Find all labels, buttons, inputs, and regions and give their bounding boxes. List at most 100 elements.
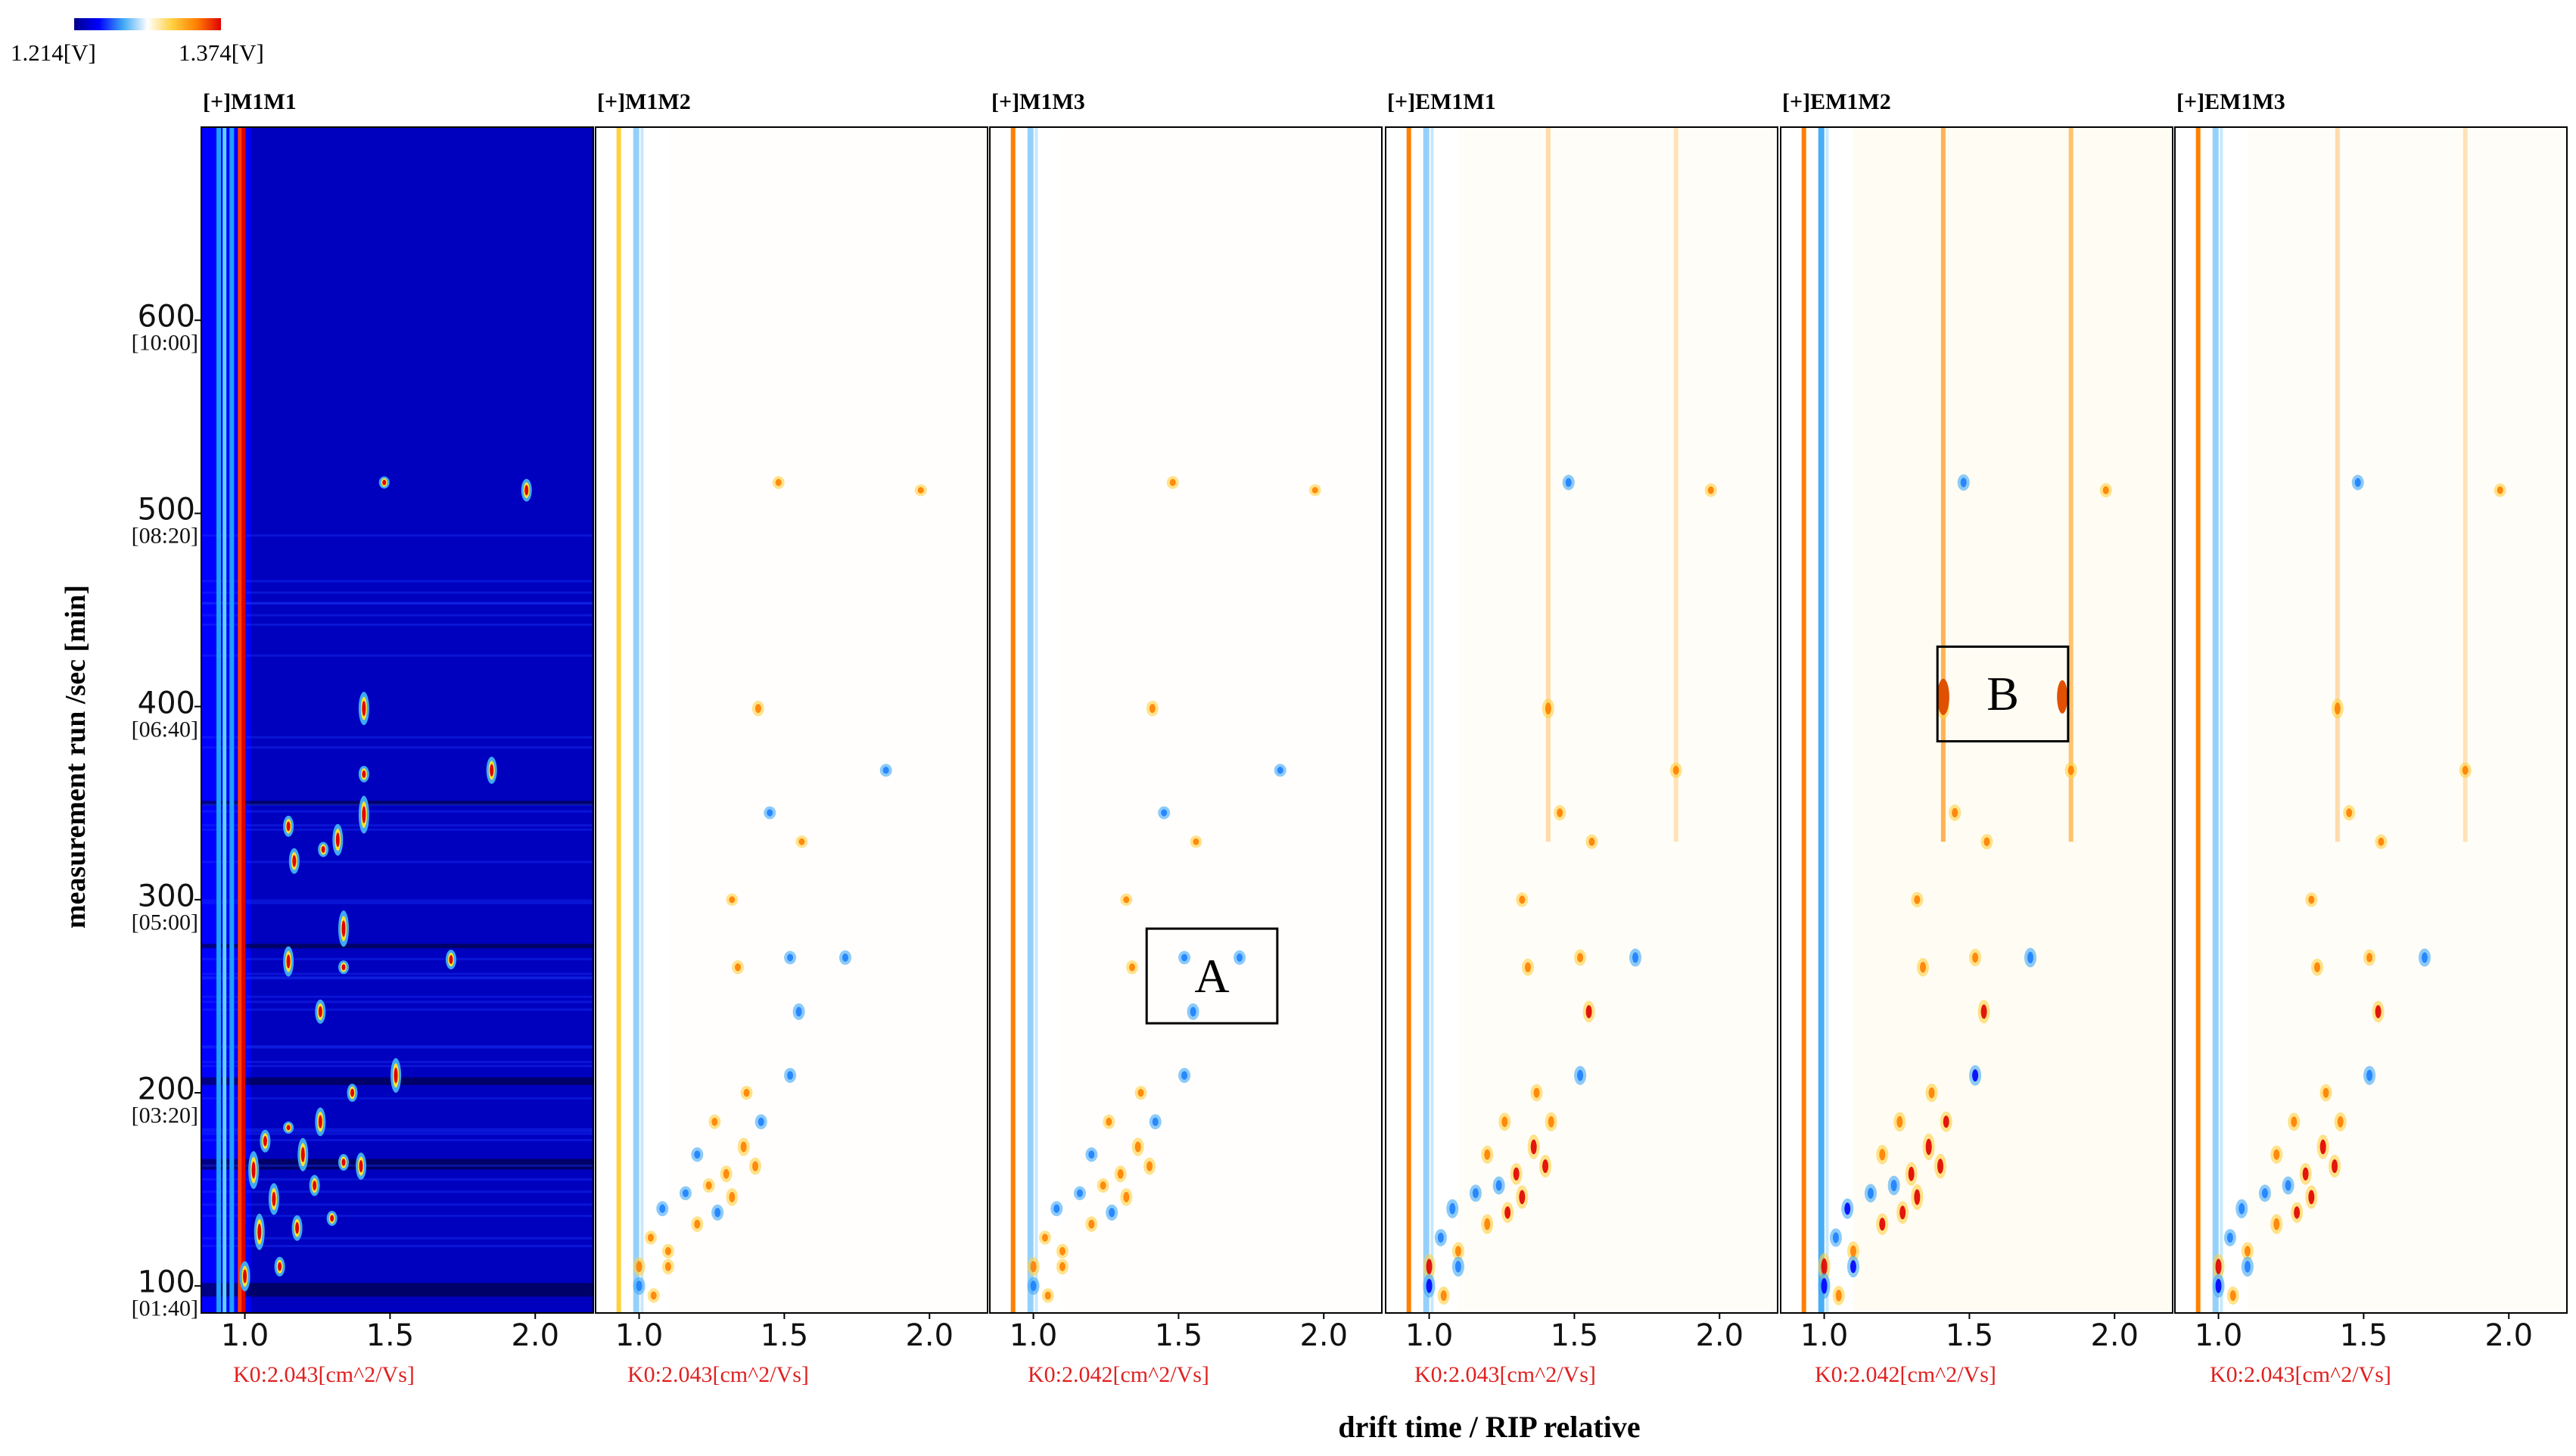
panel-k0-label: K0:2.042[cm^2/Vs]: [1028, 1362, 1209, 1387]
noise-band: [201, 534, 593, 537]
y-tick-label: 600: [137, 299, 195, 334]
difference-spot: [1117, 1168, 1124, 1179]
noise-band: [201, 1139, 593, 1142]
panel-content: [990, 127, 1382, 1313]
panel-frame: [1780, 126, 2173, 1314]
background-band: [201, 801, 593, 806]
difference-spot: [729, 896, 736, 904]
noise-band: [201, 1190, 593, 1193]
x-tick-label: 1.5: [2339, 1318, 2388, 1353]
difference-spot: [1672, 766, 1679, 775]
difference-spot: [1983, 837, 1990, 847]
x-tick-label: 1.5: [1550, 1318, 1599, 1353]
y-tick-label: 500: [137, 492, 195, 527]
difference-spot: [1821, 1277, 1828, 1294]
y-tick-time-label: [03:20]: [131, 1103, 198, 1128]
peak-core: [295, 1222, 300, 1234]
difference-spot: [636, 1261, 642, 1273]
x-tick-label: 2.0: [2484, 1318, 2534, 1353]
background-band: [201, 1159, 593, 1170]
reactant-ion-peak-line: [2212, 127, 2219, 1313]
difference-spot: [2354, 478, 2361, 487]
difference-spot: [2273, 1149, 2280, 1160]
difference-spot: [1850, 1245, 1856, 1257]
peak-core: [335, 832, 340, 848]
difference-spot: [1525, 962, 1532, 972]
difference-spot: [2215, 1278, 2222, 1293]
panel-background: [1781, 127, 2173, 1313]
peak-core: [251, 1161, 256, 1179]
noise-band: [201, 860, 593, 863]
panel-title: [+]EM1M2: [1782, 89, 1891, 114]
difference-spot: [1577, 1069, 1584, 1081]
difference-spot: [1449, 1202, 1456, 1215]
difference-spot: [1920, 962, 1927, 973]
difference-spot: [1899, 1206, 1906, 1220]
difference-spot: [729, 1192, 736, 1202]
difference-spot: [1181, 954, 1188, 962]
peak-core: [257, 1224, 262, 1240]
difference-spot: [1530, 1139, 1537, 1155]
panel-title: [+]M1M1: [203, 89, 297, 114]
difference-spot: [1030, 1261, 1037, 1273]
noise-band: [201, 614, 593, 617]
noise-band: [201, 803, 593, 806]
difference-spot: [1504, 1206, 1511, 1219]
reactant-ion-peak-line: [238, 127, 244, 1313]
y-tick-time-label: [06:40]: [131, 717, 198, 742]
heatmap-panel: [989, 126, 1383, 1319]
noise-band: [201, 828, 593, 831]
heatmap-panel: [1780, 126, 2173, 1319]
reactant-ion-peak-line: [1818, 127, 1825, 1313]
difference-spot: [1193, 838, 1199, 845]
heatmap-panel: [201, 126, 594, 1319]
difference-spot: [2319, 1139, 2326, 1155]
noise-band: [201, 976, 593, 979]
noise-band: [201, 580, 593, 583]
annotation-label: A: [1194, 948, 1230, 1003]
difference-spot: [1088, 1219, 1095, 1229]
difference-spot: [1059, 1262, 1066, 1271]
panel-k0-label: K0:2.043[cm^2/Vs]: [2210, 1362, 2391, 1387]
difference-spot: [1454, 1246, 1461, 1257]
peak-core: [362, 701, 366, 717]
difference-spot: [2261, 1188, 2268, 1199]
difference-spot: [1137, 1088, 1144, 1097]
difference-spot: [1100, 1181, 1106, 1190]
panel-background: [596, 127, 988, 1313]
colorbar-max-label: 1.374[V]: [179, 39, 264, 66]
difference-spot: [714, 1208, 721, 1218]
peak-core: [449, 955, 453, 964]
x-tick-label: 1.5: [1945, 1318, 1994, 1353]
peak-core: [341, 920, 346, 937]
difference-streak: [1545, 127, 1551, 842]
difference-tint: [1458, 127, 1778, 1313]
difference-spot: [1972, 952, 1979, 963]
peak-core: [263, 1136, 267, 1146]
panel-background: [2175, 127, 2567, 1313]
peak-core: [362, 806, 366, 823]
peak-core: [490, 764, 494, 776]
reactant-ion-peak-line: [633, 127, 639, 1313]
difference-spot: [2244, 1246, 2251, 1257]
peak-core: [286, 1125, 291, 1131]
difference-spot: [2378, 837, 2385, 846]
y-tick-time-label: [01:40]: [131, 1296, 198, 1321]
difference-spot: [2314, 962, 2321, 972]
difference-spot: [2334, 702, 2341, 714]
noise-band: [201, 1128, 593, 1131]
y-tick-label: 400: [137, 686, 195, 721]
reactant-ion-peak-line: [1801, 127, 1806, 1313]
difference-spot: [1123, 1192, 1130, 1202]
difference-spot: [723, 1168, 730, 1179]
difference-spot: [2057, 680, 2068, 714]
noise-band: [201, 810, 593, 813]
peak-core: [359, 1159, 363, 1173]
x-tick-label: 1.0: [220, 1318, 269, 1353]
difference-spot: [882, 767, 889, 774]
panel-k0-label: K0:2.043[cm^2/Vs]: [627, 1362, 809, 1387]
difference-spot: [2421, 952, 2428, 963]
noise-band: [201, 1097, 593, 1100]
difference-spot: [1076, 1189, 1083, 1197]
difference-spot: [1041, 1234, 1048, 1242]
